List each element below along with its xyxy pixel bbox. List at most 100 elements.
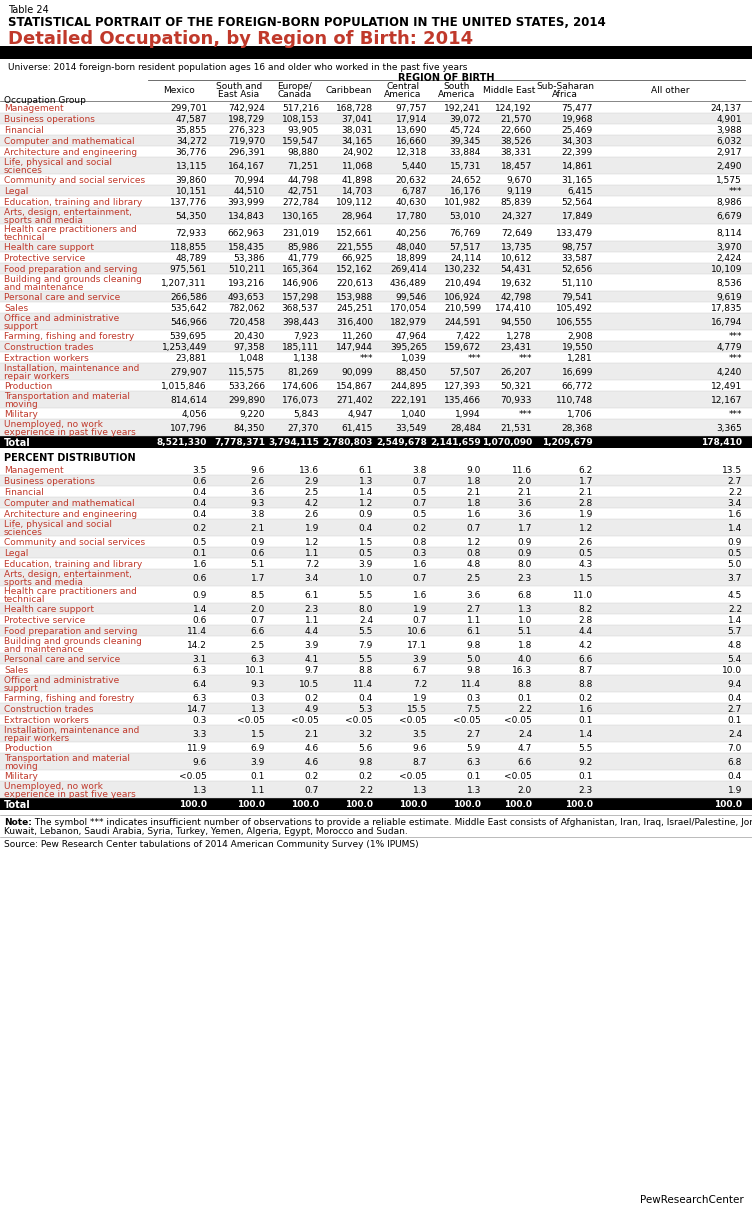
Text: 34,165: 34,165	[341, 137, 373, 146]
Text: 5.3: 5.3	[359, 705, 373, 714]
Text: 5,440: 5,440	[402, 162, 427, 171]
Text: Kuwait, Lebanon, Saudi Arabia, Syria, Turkey, Yemen, Algeria, Egypt, Morocco and: Kuwait, Lebanon, Saudi Arabia, Syria, Tu…	[4, 827, 408, 837]
Text: Note:: Note:	[4, 818, 32, 827]
Text: 6.9: 6.9	[250, 744, 265, 753]
Text: 2.8: 2.8	[579, 617, 593, 625]
Text: 48,040: 48,040	[396, 243, 427, 252]
Text: 8.8: 8.8	[578, 680, 593, 689]
Text: 1.4: 1.4	[728, 524, 742, 533]
Text: Legal: Legal	[4, 187, 29, 196]
Text: 0.3: 0.3	[250, 694, 265, 703]
Text: The symbol *** indicates insufficient number of observations to provide a reliab: The symbol *** indicates insufficient nu…	[32, 818, 752, 827]
Text: 0.1: 0.1	[193, 548, 207, 558]
Text: 130,232: 130,232	[444, 265, 481, 274]
Text: 3,365: 3,365	[716, 424, 742, 433]
Text: 9,119: 9,119	[506, 187, 532, 196]
Text: Office and administrative: Office and administrative	[4, 314, 120, 323]
Text: 193,216: 193,216	[228, 278, 265, 288]
Text: 393,999: 393,999	[228, 198, 265, 207]
Text: 0.3: 0.3	[467, 694, 481, 703]
Text: 0.9: 0.9	[359, 510, 373, 519]
Bar	[0, 798, 752, 810]
Text: 57,517: 57,517	[450, 243, 481, 252]
Text: 154,867: 154,867	[336, 382, 373, 392]
Text: 7,422: 7,422	[456, 332, 481, 340]
Text: Business operations: Business operations	[4, 477, 95, 486]
Text: 100.0: 100.0	[399, 800, 427, 809]
Text: 100.0: 100.0	[291, 800, 319, 809]
Text: 38,031: 38,031	[341, 126, 373, 135]
Text: 98,757: 98,757	[562, 243, 593, 252]
Text: Life, physical and social: Life, physical and social	[4, 158, 112, 167]
Text: 3.8: 3.8	[413, 466, 427, 475]
Text: East Asia: East Asia	[218, 90, 259, 98]
Text: 0.3: 0.3	[193, 716, 207, 725]
Text: 1.5: 1.5	[250, 730, 265, 739]
Text: 19,632: 19,632	[501, 278, 532, 288]
Text: 45,724: 45,724	[450, 126, 481, 135]
Text: 1.6: 1.6	[578, 705, 593, 714]
Text: 3.2: 3.2	[359, 730, 373, 739]
Text: 539,695: 539,695	[170, 332, 207, 340]
Text: 54,350: 54,350	[176, 212, 207, 221]
Text: 14.7: 14.7	[187, 705, 207, 714]
Bar	[0, 313, 752, 330]
Text: 0.4: 0.4	[193, 510, 207, 519]
Text: Architecture and engineering: Architecture and engineering	[4, 148, 137, 157]
Text: 975,561: 975,561	[170, 265, 207, 274]
Text: 52,656: 52,656	[562, 265, 593, 274]
Text: 2.0: 2.0	[517, 786, 532, 795]
Text: 8,986: 8,986	[716, 198, 742, 207]
Text: 41,898: 41,898	[341, 176, 373, 185]
Text: 168,728: 168,728	[336, 105, 373, 113]
Text: 3.7: 3.7	[728, 574, 742, 582]
Text: 9.3: 9.3	[250, 680, 265, 689]
Text: 109,112: 109,112	[336, 198, 373, 207]
Bar	[0, 725, 752, 742]
Text: 4.7: 4.7	[517, 744, 532, 753]
Text: 5.5: 5.5	[359, 591, 373, 599]
Text: 17,780: 17,780	[396, 212, 427, 221]
Text: 8,521,330: 8,521,330	[156, 438, 207, 447]
Text: 176,073: 176,073	[282, 396, 319, 405]
Text: 2.4: 2.4	[728, 730, 742, 739]
Text: 22,399: 22,399	[562, 148, 593, 157]
Text: 52,564: 52,564	[562, 198, 593, 207]
Text: Financial: Financial	[4, 126, 44, 135]
Text: experience in past five years: experience in past five years	[4, 790, 136, 799]
Text: 0.6: 0.6	[250, 548, 265, 558]
Text: 17.1: 17.1	[407, 641, 427, 651]
Text: 2,490: 2,490	[717, 162, 742, 171]
Text: Military: Military	[4, 772, 38, 781]
Text: 1.3: 1.3	[517, 606, 532, 614]
Text: 6.1: 6.1	[359, 466, 373, 475]
Text: 7.2: 7.2	[305, 561, 319, 569]
Text: 395,265: 395,265	[390, 343, 427, 351]
Text: 0.4: 0.4	[193, 488, 207, 497]
Text: 2.2: 2.2	[728, 606, 742, 614]
Text: 100.0: 100.0	[565, 800, 593, 809]
Text: 0.2: 0.2	[579, 694, 593, 703]
Text: 24,114: 24,114	[450, 254, 481, 263]
Text: 1.9: 1.9	[305, 524, 319, 533]
Text: Total: Total	[4, 800, 31, 810]
Text: 1.0: 1.0	[517, 617, 532, 625]
Text: Financial: Financial	[4, 488, 44, 497]
Text: Computer and mathematical: Computer and mathematical	[4, 499, 135, 508]
Text: 210,494: 210,494	[444, 278, 481, 288]
Text: 0.5: 0.5	[193, 537, 207, 547]
Text: 0.5: 0.5	[728, 548, 742, 558]
Text: 210,599: 210,599	[444, 304, 481, 313]
Text: 2.8: 2.8	[579, 499, 593, 508]
Text: 1.1: 1.1	[305, 548, 319, 558]
Text: 2.4: 2.4	[518, 730, 532, 739]
Bar	[0, 625, 752, 636]
Bar	[0, 781, 752, 798]
Text: 3.5: 3.5	[413, 730, 427, 739]
Text: 1.3: 1.3	[193, 786, 207, 795]
Text: 4.1: 4.1	[305, 655, 319, 664]
Text: 814,614: 814,614	[170, 396, 207, 405]
Text: 0.1: 0.1	[728, 716, 742, 725]
Text: ***: ***	[729, 354, 742, 364]
Text: 159,547: 159,547	[282, 137, 319, 146]
